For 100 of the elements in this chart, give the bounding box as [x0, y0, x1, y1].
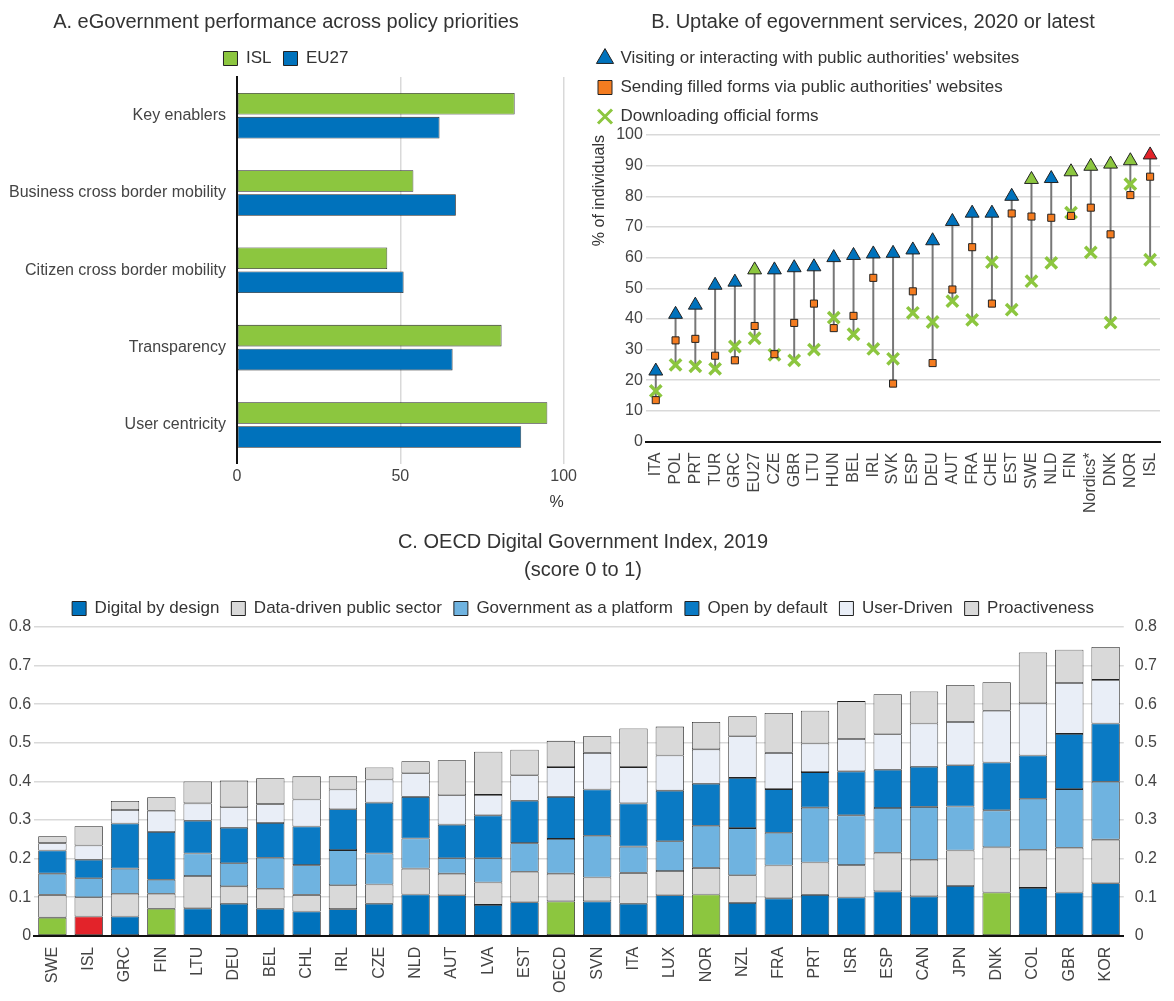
point [806, 342, 822, 357]
x-tick-label: GRC [115, 946, 133, 983]
legend-label: Sending filled forms via public authorities' websites [620, 77, 1003, 97]
y-tick-label: 100 [616, 125, 643, 143]
y-tick-label: 10 [625, 401, 643, 419]
y2-tick-label: 0.4 [1134, 771, 1158, 789]
point [846, 246, 861, 260]
point [865, 245, 881, 259]
x-tick-label: DEU [923, 452, 941, 487]
legend-label: ISL [245, 48, 272, 68]
y2-tick-label: 0.2 [1134, 848, 1158, 866]
y-tick-label: 0.3 [8, 810, 32, 828]
x-tick-label: AUT [442, 946, 460, 979]
point [766, 261, 782, 275]
point [944, 212, 960, 226]
point [925, 314, 941, 330]
point [849, 311, 858, 320]
y2-tick-label: 0.8 [1134, 617, 1158, 635]
x-tick-label: JPN [950, 946, 968, 978]
x-tick-label: NLD [1041, 452, 1059, 485]
y-tick-label: 20 [625, 370, 643, 388]
point [944, 293, 960, 309]
x-tick-label: FRA [962, 452, 980, 485]
point [1103, 315, 1118, 331]
point [826, 310, 842, 326]
point [687, 359, 703, 374]
x-tick-label: CHE [982, 452, 1000, 487]
y-tick-label: 40 [625, 309, 643, 327]
x-tick-label: ISL [1140, 452, 1158, 477]
y2-tick-label: 0.3 [1134, 810, 1158, 828]
x-tick-label: SVN [587, 946, 605, 980]
point [691, 334, 700, 343]
chart-title: C. OECD Digital Government Index, 2019 [397, 529, 769, 552]
y-tick-label: 0.4 [8, 771, 32, 789]
point [964, 204, 980, 218]
y-axis-title: % of individuals [590, 135, 608, 247]
legend-label: User-Driven [861, 598, 953, 618]
y-tick-label: 80 [625, 186, 643, 204]
point [826, 249, 842, 263]
point [770, 350, 779, 359]
legend-label: Open by default [707, 598, 828, 618]
point [905, 305, 921, 321]
x-tick-label: 100 [550, 466, 578, 484]
y-tick-label: 0.2 [8, 848, 32, 866]
point [984, 204, 1000, 218]
y-tick-label: Transparency [128, 338, 226, 356]
point [1142, 146, 1158, 160]
point [1004, 302, 1020, 318]
x-tick-label: ESP [903, 452, 921, 485]
point [885, 244, 901, 258]
legend-label: EU27 [306, 48, 349, 68]
point [790, 318, 799, 327]
x-tick-label: NZL [732, 946, 750, 978]
x-tick-label: ISL [79, 946, 97, 971]
x-tick-label: 50 [391, 466, 410, 484]
point [1004, 187, 1020, 201]
y-tick-label: 0.6 [8, 694, 32, 712]
point [668, 357, 683, 373]
y-tick-label: 90 [625, 156, 643, 174]
x-tick-label: CHL [297, 946, 315, 979]
x-tick-label: LTU [188, 946, 206, 976]
legend-label: Proactiveness [987, 598, 1094, 618]
y-tick-label: 50 [625, 278, 643, 296]
legend-label: Visiting or interacting with public authorities' websites [620, 48, 1020, 68]
point [1126, 191, 1135, 200]
y-tick-label: Key enablers [132, 106, 226, 124]
point [928, 359, 937, 368]
point [786, 259, 802, 273]
point [925, 232, 941, 246]
y-tick-label: 0 [633, 431, 643, 449]
point [1083, 245, 1099, 260]
point [1043, 170, 1059, 184]
x-tick-label: DNK [1100, 452, 1118, 487]
point [1086, 203, 1095, 212]
y2-tick-label: 0.1 [1134, 887, 1158, 905]
y-tick-label: 60 [625, 248, 643, 266]
y-tick-label: User centricity [124, 415, 226, 433]
x-tick-label: SVK [883, 452, 901, 485]
y-tick-label: 30 [625, 339, 643, 357]
point [707, 276, 723, 290]
point [885, 351, 901, 367]
x-tick-label: NOR [696, 946, 714, 983]
x-tick-label: NOR [1120, 452, 1138, 489]
point [1043, 255, 1059, 271]
point [968, 243, 977, 252]
point [1024, 273, 1039, 289]
point [964, 312, 980, 328]
y-tick-label: 0.5 [8, 733, 32, 751]
x-tick-label: CZE [369, 946, 387, 979]
point [730, 356, 739, 365]
point [1047, 213, 1056, 222]
point [1063, 205, 1079, 220]
x-axis-title: % [549, 492, 564, 510]
x-tick-label: FRA [769, 946, 787, 979]
point [948, 285, 957, 294]
x-tick-label: GRC [725, 452, 743, 489]
point [767, 347, 782, 363]
x-tick-label: KOR [1096, 946, 1114, 982]
x-tick-label: PRT [685, 452, 703, 485]
point [711, 351, 720, 360]
